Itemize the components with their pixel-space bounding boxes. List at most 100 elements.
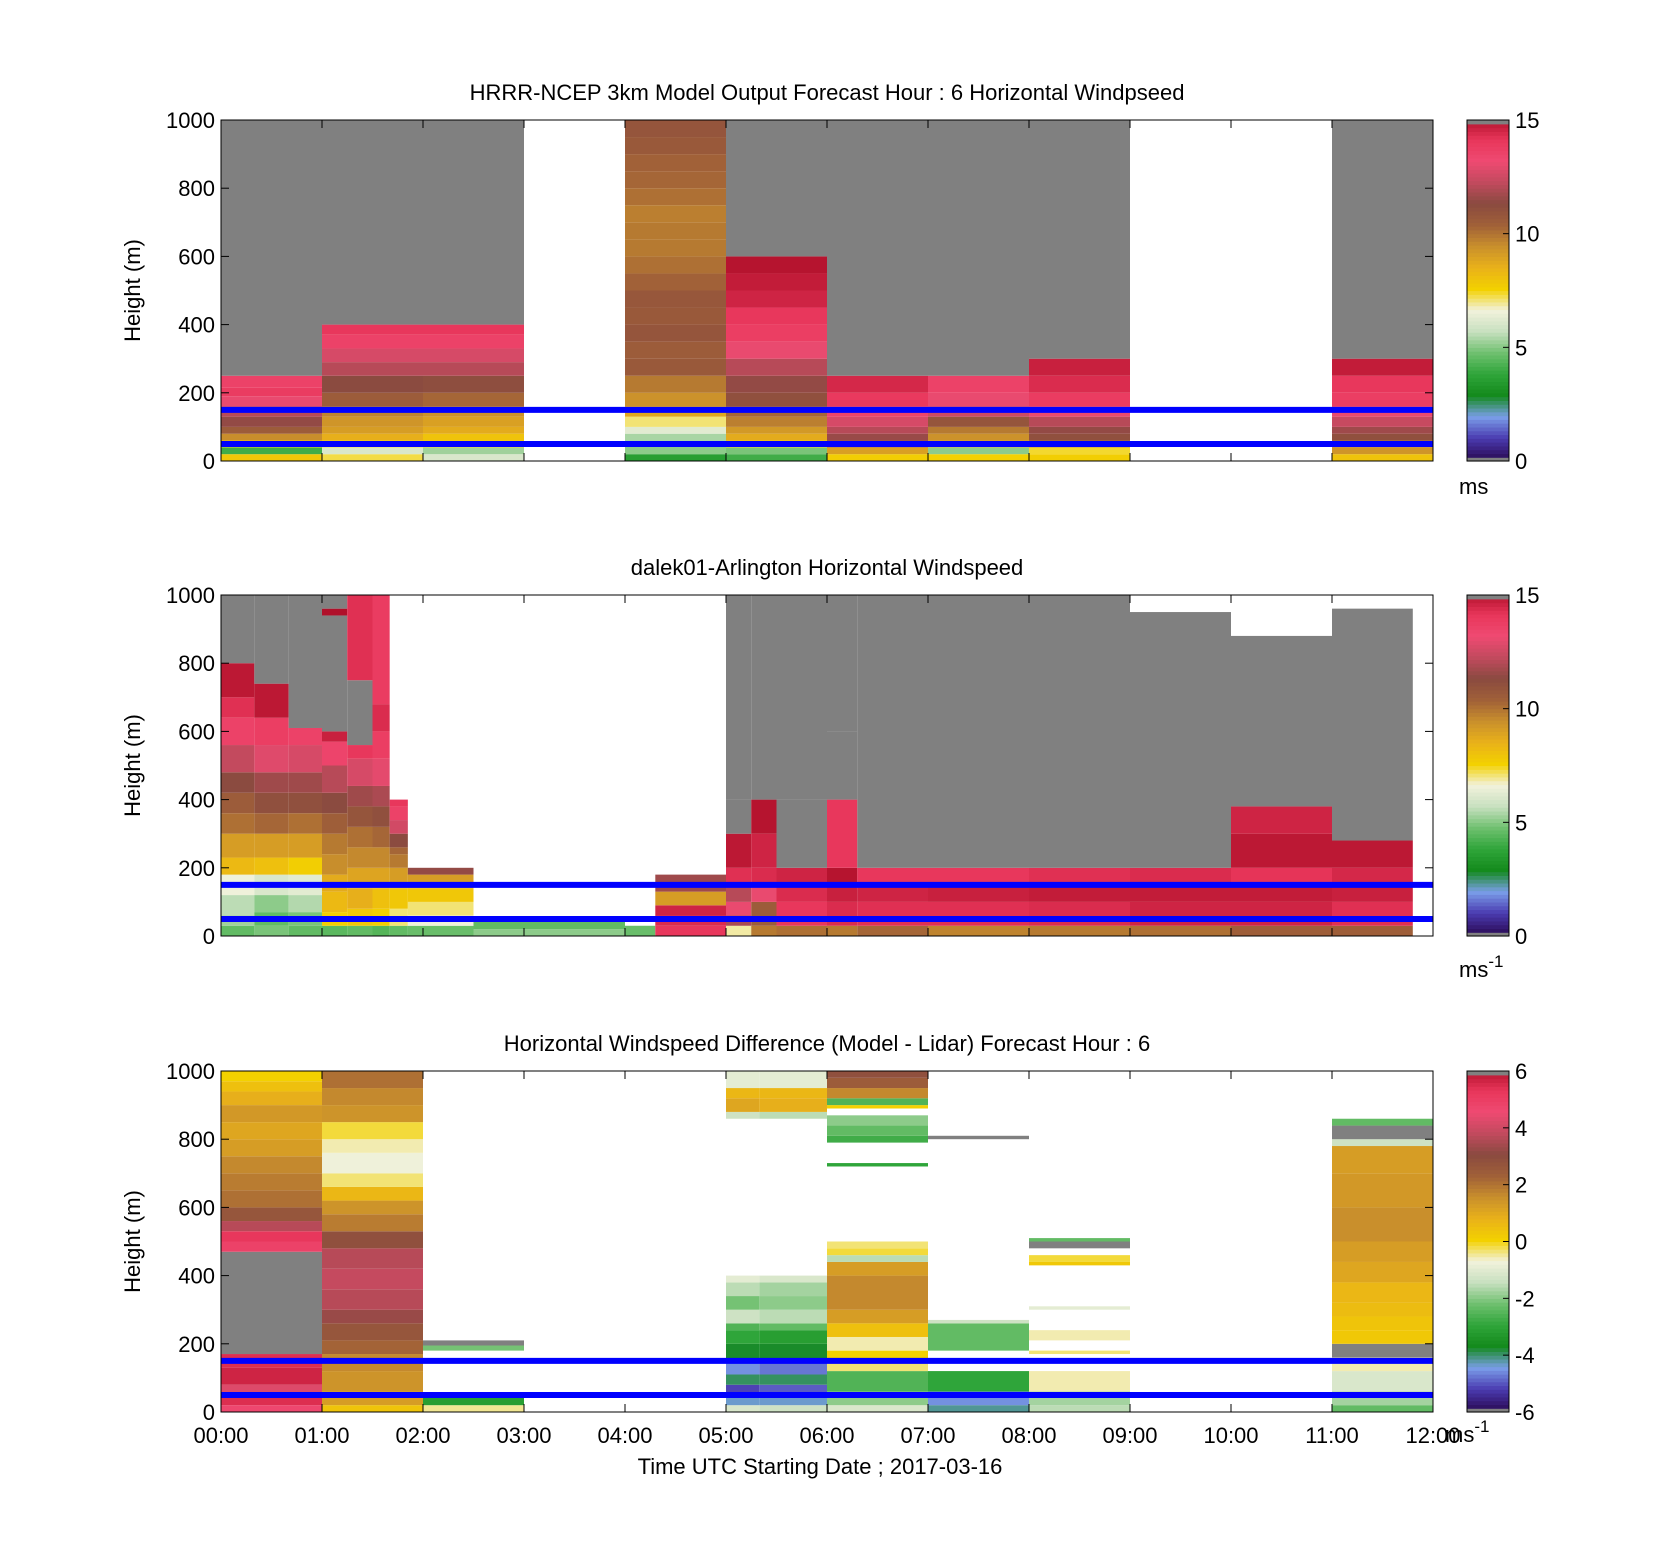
colorbar-swatch bbox=[1467, 875, 1509, 880]
heatmap-cell bbox=[827, 925, 858, 936]
colorbar-swatch bbox=[1467, 1154, 1509, 1159]
heatmap-cell bbox=[322, 433, 423, 441]
heatmap-cell bbox=[322, 1340, 423, 1355]
heatmap-cell bbox=[1332, 1146, 1433, 1174]
heatmap-cell bbox=[1231, 833, 1332, 868]
x-tick-label: 11:00 bbox=[1305, 1423, 1358, 1448]
heatmap-cell bbox=[1029, 375, 1130, 393]
colorbar-swatch bbox=[1467, 1230, 1509, 1235]
heatmap-cell bbox=[857, 595, 928, 868]
colorbar-swatch bbox=[1467, 1071, 1509, 1076]
heatmap-cell bbox=[322, 1152, 423, 1174]
heatmap-cell bbox=[389, 799, 408, 807]
heatmap-cell bbox=[751, 799, 777, 834]
colorbar-swatch bbox=[1467, 860, 1509, 865]
heatmap-cell bbox=[1231, 901, 1332, 926]
heatmap-cell bbox=[322, 741, 348, 766]
heatmap-cell bbox=[625, 341, 726, 359]
colorbar-swatch bbox=[1467, 313, 1509, 318]
colorbar-swatch bbox=[1467, 1302, 1509, 1307]
colorbar-unit-base: ms bbox=[1445, 1422, 1474, 1447]
colorbar-swatch bbox=[1467, 822, 1509, 827]
heatmap-cell bbox=[827, 447, 928, 455]
heatmap-cell bbox=[726, 1384, 760, 1395]
colorbar-swatch bbox=[1467, 629, 1509, 634]
colorbar-tick-label: 5 bbox=[1515, 810, 1527, 835]
heatmap-cell bbox=[1231, 925, 1332, 936]
colorbar-swatch bbox=[1467, 309, 1509, 314]
heatmap-cell bbox=[625, 925, 656, 936]
heatmap-cell bbox=[726, 358, 827, 376]
colorbar-swatch bbox=[1467, 1222, 1509, 1227]
heatmap-cell bbox=[221, 1207, 322, 1222]
heatmap-cell bbox=[221, 1173, 322, 1191]
colorbar-swatch bbox=[1467, 1214, 1509, 1220]
colorbar-swatch bbox=[1467, 845, 1509, 850]
heatmap-cell bbox=[254, 745, 289, 773]
colorbar-swatch bbox=[1467, 282, 1509, 288]
colorbar-swatch bbox=[1467, 780, 1509, 786]
colorbar-swatch bbox=[1467, 154, 1509, 159]
heatmap-cell bbox=[928, 884, 1029, 902]
heatmap-cell bbox=[221, 1384, 322, 1395]
heatmap-cell bbox=[407, 925, 474, 936]
colorbar-swatch bbox=[1467, 670, 1509, 676]
heatmap-cell bbox=[347, 680, 373, 746]
colorbar-swatch bbox=[1467, 841, 1509, 846]
colorbar-swatch bbox=[1467, 419, 1509, 424]
colorbar-swatch bbox=[1467, 1112, 1509, 1118]
heatmap-cell bbox=[221, 857, 255, 875]
heatmap-cell bbox=[1029, 358, 1130, 376]
heatmap-cell bbox=[254, 595, 289, 684]
heatmap-cell bbox=[1130, 884, 1231, 902]
heatmap-cell bbox=[726, 416, 827, 427]
y-tick-label: 1000 bbox=[166, 108, 215, 133]
heatmap-cell bbox=[928, 1319, 1029, 1324]
colorbar-swatch bbox=[1467, 636, 1509, 642]
heatmap-cell bbox=[625, 426, 726, 434]
heatmap-cell bbox=[726, 1275, 760, 1283]
colorbar-swatch bbox=[1467, 1404, 1509, 1409]
colorbar-swatch bbox=[1467, 381, 1509, 386]
colorbar-swatch bbox=[1467, 1275, 1509, 1280]
heatmap-cell bbox=[221, 1091, 322, 1106]
heatmap-cell bbox=[726, 901, 752, 916]
y-axis-label: Height (m) bbox=[120, 714, 145, 817]
heatmap-cell bbox=[625, 416, 726, 427]
colorbar: 0 5 10 15 ms-1 bbox=[1459, 583, 1539, 982]
colorbar-swatch bbox=[1467, 742, 1509, 748]
colorbar-swatch bbox=[1467, 1139, 1509, 1144]
colorbar-tick-label: -4 bbox=[1515, 1343, 1535, 1368]
colorbar-swatch bbox=[1467, 689, 1509, 695]
heatmap-cell bbox=[1332, 392, 1433, 407]
colorbar-swatch bbox=[1467, 905, 1509, 911]
heatmap-cell bbox=[473, 929, 625, 936]
y-tick-label: 400 bbox=[178, 1264, 215, 1289]
colorbar-swatch bbox=[1467, 301, 1509, 307]
heatmap-cell bbox=[726, 867, 752, 885]
heatmap-cell bbox=[322, 1405, 423, 1412]
heatmap-cell bbox=[254, 833, 289, 858]
colorbar-swatch bbox=[1467, 655, 1509, 661]
heatmap-cell bbox=[1332, 1405, 1433, 1412]
heatmap-cell bbox=[928, 454, 1029, 461]
heatmap-cell bbox=[322, 1105, 423, 1123]
colorbar-swatch bbox=[1467, 1362, 1509, 1368]
heatmap-cell bbox=[759, 1088, 827, 1099]
heatmap-cell bbox=[221, 120, 322, 376]
heatmap-cell bbox=[827, 867, 858, 885]
y-tick-label: 0 bbox=[203, 449, 215, 474]
heatmap-cell bbox=[726, 392, 827, 407]
colorbar-swatch bbox=[1467, 1116, 1509, 1121]
heatmap-cell bbox=[827, 454, 928, 461]
colorbar-swatch bbox=[1467, 1161, 1509, 1167]
heatmap-cell bbox=[827, 1323, 928, 1337]
heatmap-cell bbox=[322, 925, 348, 936]
heatmap-cell bbox=[625, 375, 726, 393]
colorbar-tick-label: 4 bbox=[1515, 1116, 1527, 1141]
heatmap-cell bbox=[857, 867, 928, 885]
colorbar-swatch bbox=[1467, 392, 1509, 398]
colorbar-swatch bbox=[1467, 248, 1509, 254]
heatmap-cell bbox=[221, 745, 255, 773]
colorbar-swatch bbox=[1467, 765, 1509, 770]
